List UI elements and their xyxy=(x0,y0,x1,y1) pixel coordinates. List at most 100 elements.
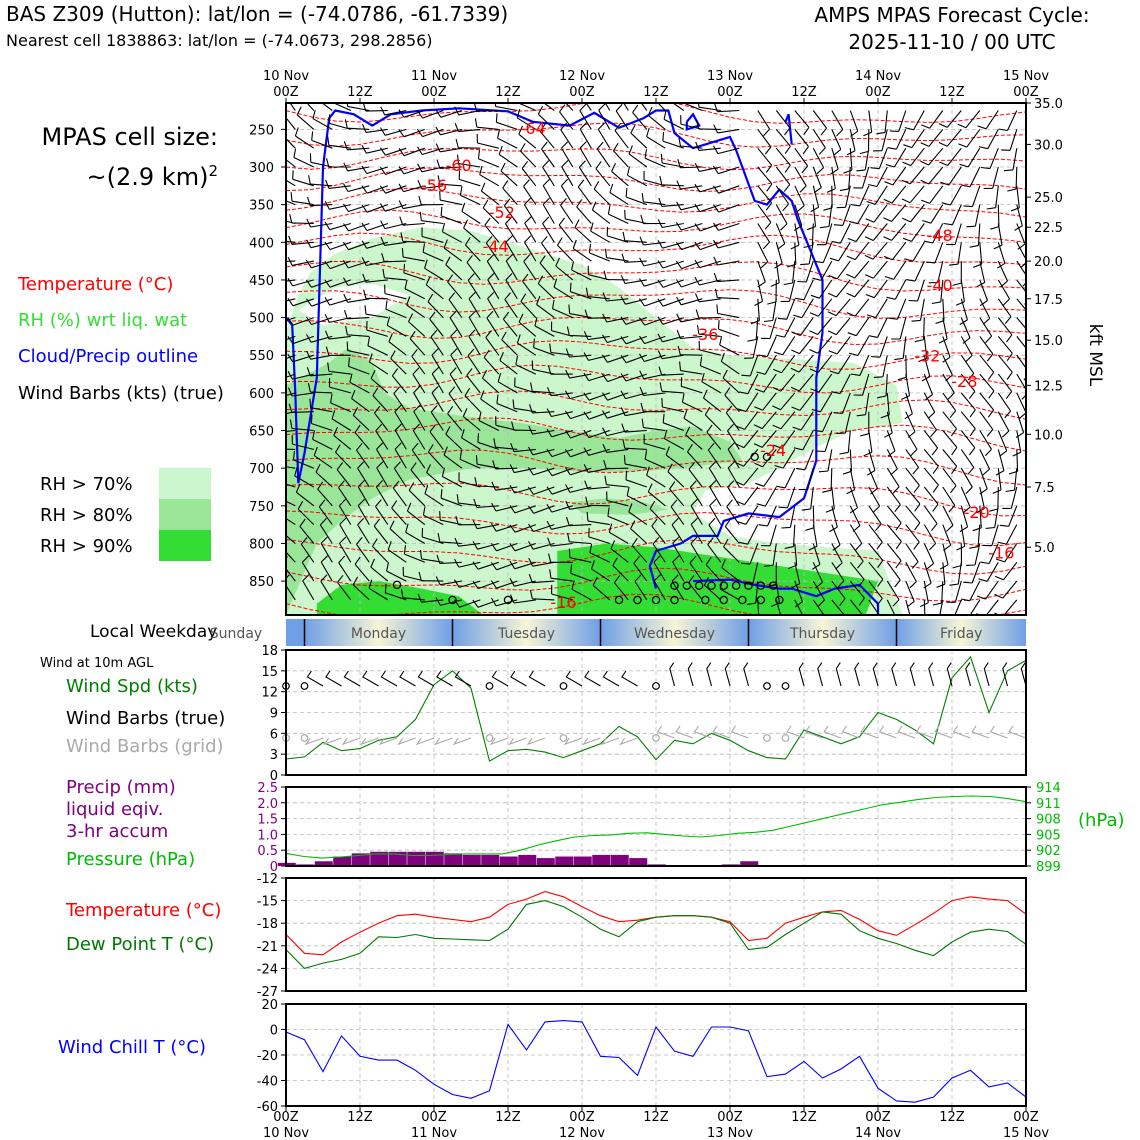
wind-barb xyxy=(943,204,962,226)
temp-tick-label: -24 xyxy=(257,962,278,977)
wind-barb xyxy=(846,468,856,495)
wind-barb xyxy=(542,160,555,187)
wind-barb xyxy=(403,545,426,563)
wind-barb xyxy=(613,575,629,601)
wind-barb xyxy=(335,444,352,469)
wind-barb xyxy=(932,581,944,606)
wind-barb xyxy=(286,200,296,206)
wind-calm-true xyxy=(559,682,568,690)
wind-barb xyxy=(995,449,1005,476)
wind-barb xyxy=(430,329,444,356)
wind-barb xyxy=(431,386,444,412)
wind-barb xyxy=(905,599,911,615)
calm-wind-circle xyxy=(670,595,679,605)
pressure-line xyxy=(285,795,1027,859)
wind-barb xyxy=(546,486,573,495)
wind-barb xyxy=(370,370,389,394)
precip-bar xyxy=(333,856,352,866)
wind-barb xyxy=(671,574,685,601)
bottom-time-tick-label: 00Z xyxy=(569,1110,595,1125)
wind-tick-label: 15 xyxy=(261,665,278,680)
wind-barb xyxy=(920,166,944,185)
wind-barb xyxy=(709,480,722,507)
wind-barb-true xyxy=(965,662,972,687)
wind-barb xyxy=(399,216,425,226)
wind-barb xyxy=(738,524,759,545)
wind-barb xyxy=(361,145,388,154)
pressure-tick-label: 450 xyxy=(249,274,274,289)
wind-calm-true xyxy=(652,682,660,690)
wind-barb xyxy=(287,317,314,326)
wind-barb xyxy=(803,223,814,249)
wind-barb xyxy=(311,131,333,149)
wind-barb xyxy=(392,480,407,507)
wind-barb xyxy=(979,449,991,476)
wind-barb xyxy=(509,524,536,533)
wind-barb xyxy=(737,392,759,413)
wind-barb xyxy=(418,571,444,582)
wind-barb xyxy=(846,241,870,261)
wind-barb xyxy=(864,223,888,242)
wind-barb xyxy=(989,486,999,512)
wind-barb xyxy=(753,411,777,430)
wind-barb xyxy=(868,317,888,338)
wind-barb xyxy=(328,378,351,394)
wind-barb xyxy=(305,259,333,269)
wind-barb xyxy=(886,486,901,513)
wind-barb xyxy=(620,407,647,417)
wind-barb xyxy=(339,517,352,544)
wind-barb xyxy=(850,185,870,207)
wind-barb xyxy=(901,374,911,400)
wind-barb xyxy=(775,166,791,192)
wind-barb xyxy=(453,599,481,608)
wind-barb xyxy=(639,353,666,363)
wind-barb xyxy=(812,110,827,136)
precip-bar xyxy=(425,851,444,866)
wind-barb xyxy=(831,580,846,607)
wind-barb xyxy=(382,268,407,281)
wind-barb xyxy=(676,201,703,211)
wind-barb xyxy=(794,279,814,301)
nearest-cell-subtitle: Nearest cell 1838863: lat/lon = (-74.067… xyxy=(6,31,433,50)
wind-barb-grid xyxy=(415,737,435,746)
wind-barb xyxy=(286,483,296,488)
wind-barb xyxy=(461,202,481,224)
wind-barb xyxy=(343,183,370,193)
wind-barb xyxy=(942,486,956,513)
wind-barb xyxy=(286,138,296,149)
wind-barb xyxy=(978,562,999,582)
temperature-contour-label: -24 xyxy=(760,441,786,460)
wind-barb xyxy=(677,158,703,169)
wind-barb xyxy=(408,313,426,337)
wind-barb xyxy=(775,110,791,136)
wind-barb xyxy=(286,317,296,322)
wind-barb xyxy=(286,260,296,262)
wind-barb xyxy=(931,279,944,305)
wind-barb xyxy=(767,279,777,305)
wind-barb xyxy=(994,580,1018,599)
wind-barb xyxy=(704,406,722,431)
wind-barb xyxy=(483,349,500,375)
wind-barb xyxy=(822,468,833,493)
wind-barb xyxy=(703,576,722,601)
wind-barb xyxy=(351,389,370,413)
wind-barb xyxy=(775,147,791,173)
kft-tick-label: 12.5 xyxy=(1034,379,1063,394)
wind-barb xyxy=(963,185,981,208)
wind-barb xyxy=(345,325,370,337)
wind-barb xyxy=(657,260,684,269)
wind-barb xyxy=(992,468,1002,494)
weekday-label: Wednesday xyxy=(634,626,715,642)
wind-barb xyxy=(541,141,555,168)
wind-barb xyxy=(831,373,851,395)
wind-barb xyxy=(997,298,1012,324)
wind-barb xyxy=(417,179,444,190)
wind-barb xyxy=(794,580,804,608)
wind-barb xyxy=(676,180,703,190)
wind-barb xyxy=(886,430,896,457)
precip-bar xyxy=(740,861,759,866)
wind-barb xyxy=(902,204,925,223)
wind-barb xyxy=(979,317,993,344)
dry-pocket xyxy=(298,283,410,326)
wind-barb xyxy=(567,532,592,545)
